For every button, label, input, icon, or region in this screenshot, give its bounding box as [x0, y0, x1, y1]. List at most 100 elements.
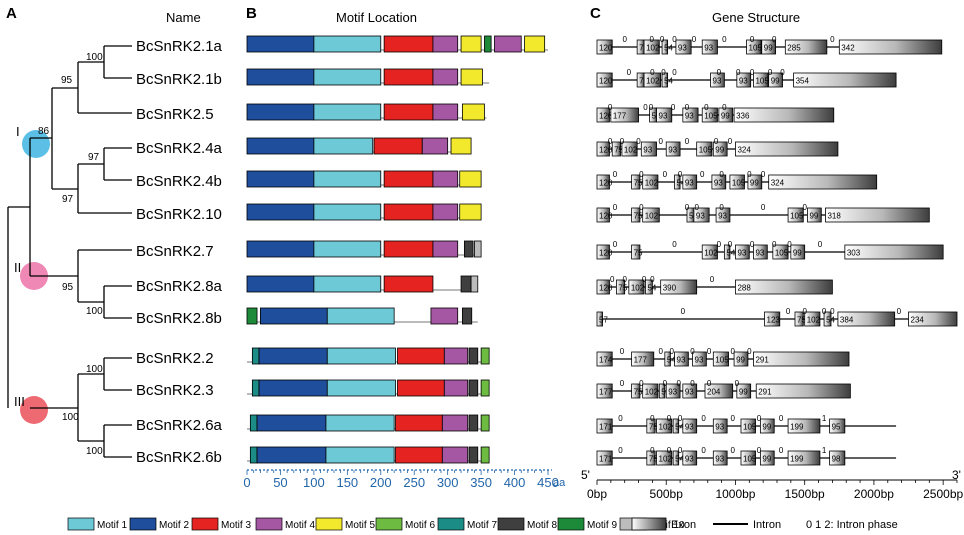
exon-length-label: 105 — [775, 249, 789, 258]
five-prime-label: 5' — [581, 468, 590, 482]
intron-phase-label: 0 — [620, 379, 625, 388]
exon-length-label: 93 — [755, 249, 764, 258]
motif-block — [313, 68, 382, 86]
exon-length-label: 93 — [685, 423, 694, 432]
gene-name: BcSnRK2.2 — [136, 350, 214, 367]
exon-block — [596, 72, 613, 88]
intron-phase-label: 0 — [728, 137, 733, 146]
exon-block — [642, 174, 659, 190]
exon-length-label: 171 — [599, 423, 613, 432]
exon-length-label: 93 — [668, 388, 677, 397]
exon-block — [740, 418, 756, 434]
panel-c-header: Gene Structure — [712, 10, 800, 25]
exon-length-label: 199 — [790, 423, 804, 432]
motif-block — [432, 35, 459, 53]
bootstrap-value: 100 — [86, 306, 103, 317]
exon-block — [829, 418, 846, 434]
exon-block — [793, 72, 897, 88]
motif-axis-unit: aa — [553, 477, 566, 489]
intron-phase-label: 0 — [714, 137, 719, 146]
exon-length-label: 102 — [645, 388, 659, 397]
gene-tick-label: 2500bp — [923, 487, 963, 501]
exon-block — [615, 279, 626, 295]
intron-phase-label: 0 — [694, 203, 699, 212]
motif-legend-swatch — [437, 517, 465, 531]
exon-block — [746, 39, 762, 55]
intron-phase-label: 0 — [692, 35, 697, 44]
intron-phase-label: 0 — [722, 35, 727, 44]
exon-length-label: 120 — [599, 212, 613, 221]
exon-block — [787, 418, 821, 434]
motif-legend-label: Motif 6 — [405, 520, 435, 531]
exon-block — [682, 418, 698, 434]
exon-block — [723, 244, 731, 260]
exon-block — [596, 418, 613, 434]
exon-length-label: 105 — [732, 179, 746, 188]
exon-length-label: 93 — [643, 146, 652, 155]
exon-length-label: 102 — [645, 179, 659, 188]
motif-block — [313, 275, 382, 293]
exon-length-label: 99 — [793, 249, 802, 258]
intron-phase-label: 0 — [636, 137, 641, 146]
exon-length-label: 102 — [646, 77, 660, 86]
intron-phase-label: 0 — [786, 307, 791, 316]
exon-length-label: 120 — [599, 179, 613, 188]
motif-block — [325, 414, 395, 432]
gene-structure-axis: 0bp 500bp 1000bp 1500bp 2000bp 2500bp — [587, 479, 963, 501]
exon-block — [621, 141, 638, 157]
exon-block — [610, 107, 639, 123]
bootstrap-value: 100 — [86, 446, 103, 457]
gene-name: BcSnRK2.6b — [136, 449, 222, 466]
exon-length-label: 120 — [599, 112, 613, 121]
intron-phase-label: 1 — [822, 446, 827, 455]
exon-block — [596, 174, 610, 190]
intron-phase-label: 0 — [761, 203, 766, 212]
motif-legend-label: Motif 7 — [467, 520, 497, 531]
exon-length-label: 99 — [771, 77, 780, 86]
exon-length-label: 102 — [659, 455, 673, 464]
exon-block — [646, 418, 656, 434]
exon-length-label: 54 — [677, 179, 686, 188]
exon-length-label: 54 — [675, 423, 684, 432]
intron-phase-label: 0 — [643, 103, 648, 112]
exon-legend-swatch — [631, 517, 667, 531]
phylo-tree — [7, 45, 132, 458]
gene-name: BcSnRK2.1b — [136, 71, 222, 88]
exon-length-label: 324 — [737, 146, 751, 155]
motif-block — [251, 347, 260, 365]
motif-block — [459, 203, 482, 221]
exon-block — [718, 107, 734, 123]
exon-block — [631, 207, 641, 223]
exon-length-label: 93 — [677, 356, 686, 365]
exon-block — [631, 383, 641, 399]
panel-a-header: Name — [166, 10, 201, 25]
panel-a-letter: A — [6, 5, 17, 22]
exon-block — [596, 311, 603, 327]
intron-phase-label: 0 — [787, 240, 792, 249]
exon-length-label: 98 — [832, 455, 841, 464]
exon-block — [764, 311, 781, 327]
exon-length-label: 102 — [624, 146, 638, 155]
motif-block — [383, 203, 434, 221]
motif-block — [258, 379, 328, 397]
exon-length-label: 204 — [707, 388, 721, 397]
exon-block — [675, 39, 692, 55]
intron-phase-label: 0 — [707, 347, 712, 356]
exon-length-label: 93 — [678, 44, 687, 53]
exon-length-label: 177 — [599, 388, 613, 397]
motif-legend-label: Motif 5 — [345, 520, 375, 531]
exon-length-label: 99 — [721, 112, 730, 121]
exon-block — [768, 72, 783, 88]
exon-length-label: 99 — [736, 356, 745, 365]
intron-phase-label: 0 — [750, 240, 755, 249]
intron-phase-label: 0 — [678, 414, 683, 423]
exon-length-label: 105 — [715, 356, 729, 365]
tree-branches — [7, 45, 132, 458]
motif-block — [432, 240, 459, 258]
exon-block — [596, 383, 613, 399]
intron-phase-label: 0 — [618, 446, 623, 455]
intron-phase-label: 0 — [639, 170, 644, 179]
motif-block — [383, 275, 434, 293]
exon-block — [772, 244, 789, 260]
motif-block — [494, 35, 522, 53]
